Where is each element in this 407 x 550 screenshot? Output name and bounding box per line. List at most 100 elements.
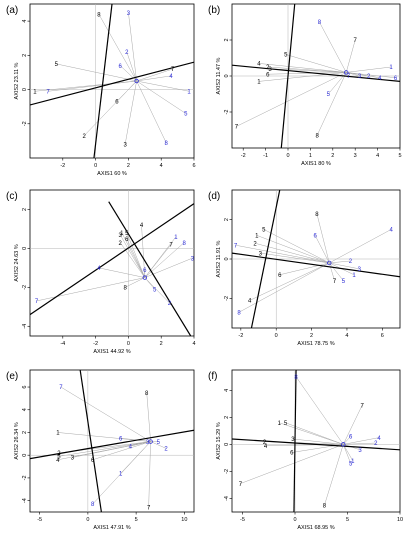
connector-line	[240, 444, 344, 484]
point-label: 4	[97, 266, 101, 272]
x-tick-label: 6	[192, 163, 195, 169]
point-label: 8	[123, 286, 127, 292]
point-label: 2	[57, 451, 61, 457]
x-tick-label: 2	[331, 153, 334, 159]
point-label: 6	[119, 436, 123, 442]
axis-line-2	[79, 370, 102, 512]
point-label: 2	[119, 241, 123, 247]
connector-line	[34, 80, 137, 92]
panel-label: (c)	[6, 191, 18, 202]
connector-line	[72, 441, 151, 458]
axis-line-1	[30, 429, 194, 460]
point-label: 4	[378, 76, 382, 82]
axis-line-2	[93, 4, 113, 158]
connector-line	[319, 21, 347, 73]
point-label: 3	[123, 143, 127, 149]
y-tick-label: 0	[224, 74, 230, 77]
connector-line	[130, 441, 151, 447]
connector-line	[56, 63, 137, 82]
y-tick-label: 0	[224, 443, 230, 446]
connector-line	[144, 242, 185, 278]
connector-line	[146, 392, 151, 442]
y-axis-label: AXIS2 24.63 %	[14, 244, 20, 281]
point-label: 2	[266, 65, 270, 71]
x-tick-label: 5	[398, 153, 401, 159]
point-label: 2	[168, 301, 172, 307]
plot-area: 1 5 2 8 6 3 7 7 3 2 6 4 1 5 8	[30, 4, 194, 158]
connector-line	[119, 242, 146, 278]
point-label: 4	[56, 458, 60, 464]
y-tick-label: 4	[22, 20, 28, 23]
plot-frame	[29, 369, 195, 513]
point-label: 3	[291, 437, 295, 443]
x-tick-label: 4	[345, 333, 348, 339]
axis-line-2	[250, 190, 281, 328]
connector-line	[256, 235, 330, 264]
axis-line-1	[232, 64, 400, 82]
connector-line	[60, 386, 151, 442]
point-label: 5	[55, 62, 59, 68]
y-tick-label: 0	[22, 88, 28, 91]
point-label: 8	[91, 502, 95, 508]
connector-line	[126, 51, 137, 82]
point-label: 1	[187, 89, 191, 95]
point-label: 8	[182, 241, 186, 247]
x-tick-label: 0	[286, 153, 289, 159]
centroid-marker	[134, 78, 139, 84]
connector-line	[295, 376, 344, 445]
point-label: 3	[127, 11, 131, 17]
panel-a: 1 5 2 8 6 3 7 7 3 2 6 4 1 5 8 -2 0 2 4 6 -2 0 2 4 AXIS1 60 % AXIS…	[6, 3, 196, 177]
point-label: 1	[352, 273, 356, 279]
point-label: 4	[257, 62, 261, 68]
point-label: 6	[278, 273, 282, 279]
point-label: 8	[164, 141, 168, 147]
x-tick-label: 4	[192, 341, 195, 347]
connector-line	[343, 437, 380, 445]
connector-line	[260, 252, 330, 264]
connector-line	[126, 238, 146, 278]
connector-line	[236, 72, 347, 127]
x-tick-label: 3	[354, 153, 357, 159]
y-tick-label: 6	[22, 386, 28, 389]
x-tick-label: -2	[93, 341, 98, 347]
point-label: 3	[268, 67, 272, 73]
point-label: 8	[97, 12, 101, 18]
connector-line	[270, 68, 347, 73]
point-label: 6	[290, 451, 294, 457]
point-label: 3	[358, 267, 362, 273]
point-label: 7	[347, 74, 351, 80]
point-label: 7	[354, 38, 358, 44]
point-label: 8	[145, 391, 149, 397]
x-tick-label: 0	[275, 333, 278, 339]
point-label: 6	[266, 72, 270, 78]
x-tick-label: 2	[160, 341, 163, 347]
point-label: 5	[157, 440, 161, 446]
connector-line	[292, 438, 344, 445]
x-tick-label: -2	[241, 153, 246, 159]
connector-line	[58, 441, 151, 457]
y-tick-label: -2	[22, 121, 28, 126]
point-label: 5	[349, 462, 353, 468]
connector-line	[343, 442, 376, 445]
y-tick-label: -4	[224, 496, 230, 501]
y-tick-label: 2	[22, 208, 28, 211]
axis-line-2	[280, 4, 296, 148]
point-label: 3	[358, 74, 362, 80]
y-tick-label: 0	[224, 257, 230, 260]
x-tick-label: -4	[60, 341, 65, 347]
point-label: 5	[184, 112, 188, 118]
connector-line	[316, 213, 330, 264]
x-tick-label: -5	[240, 517, 245, 523]
connector-line	[343, 444, 351, 464]
point-label: 5	[327, 92, 331, 98]
x-axis-label: AXIS1 68.95 %	[297, 525, 334, 531]
point-label: 2	[374, 441, 378, 447]
point-label: 2	[263, 440, 267, 446]
point-label: 7	[59, 385, 63, 391]
